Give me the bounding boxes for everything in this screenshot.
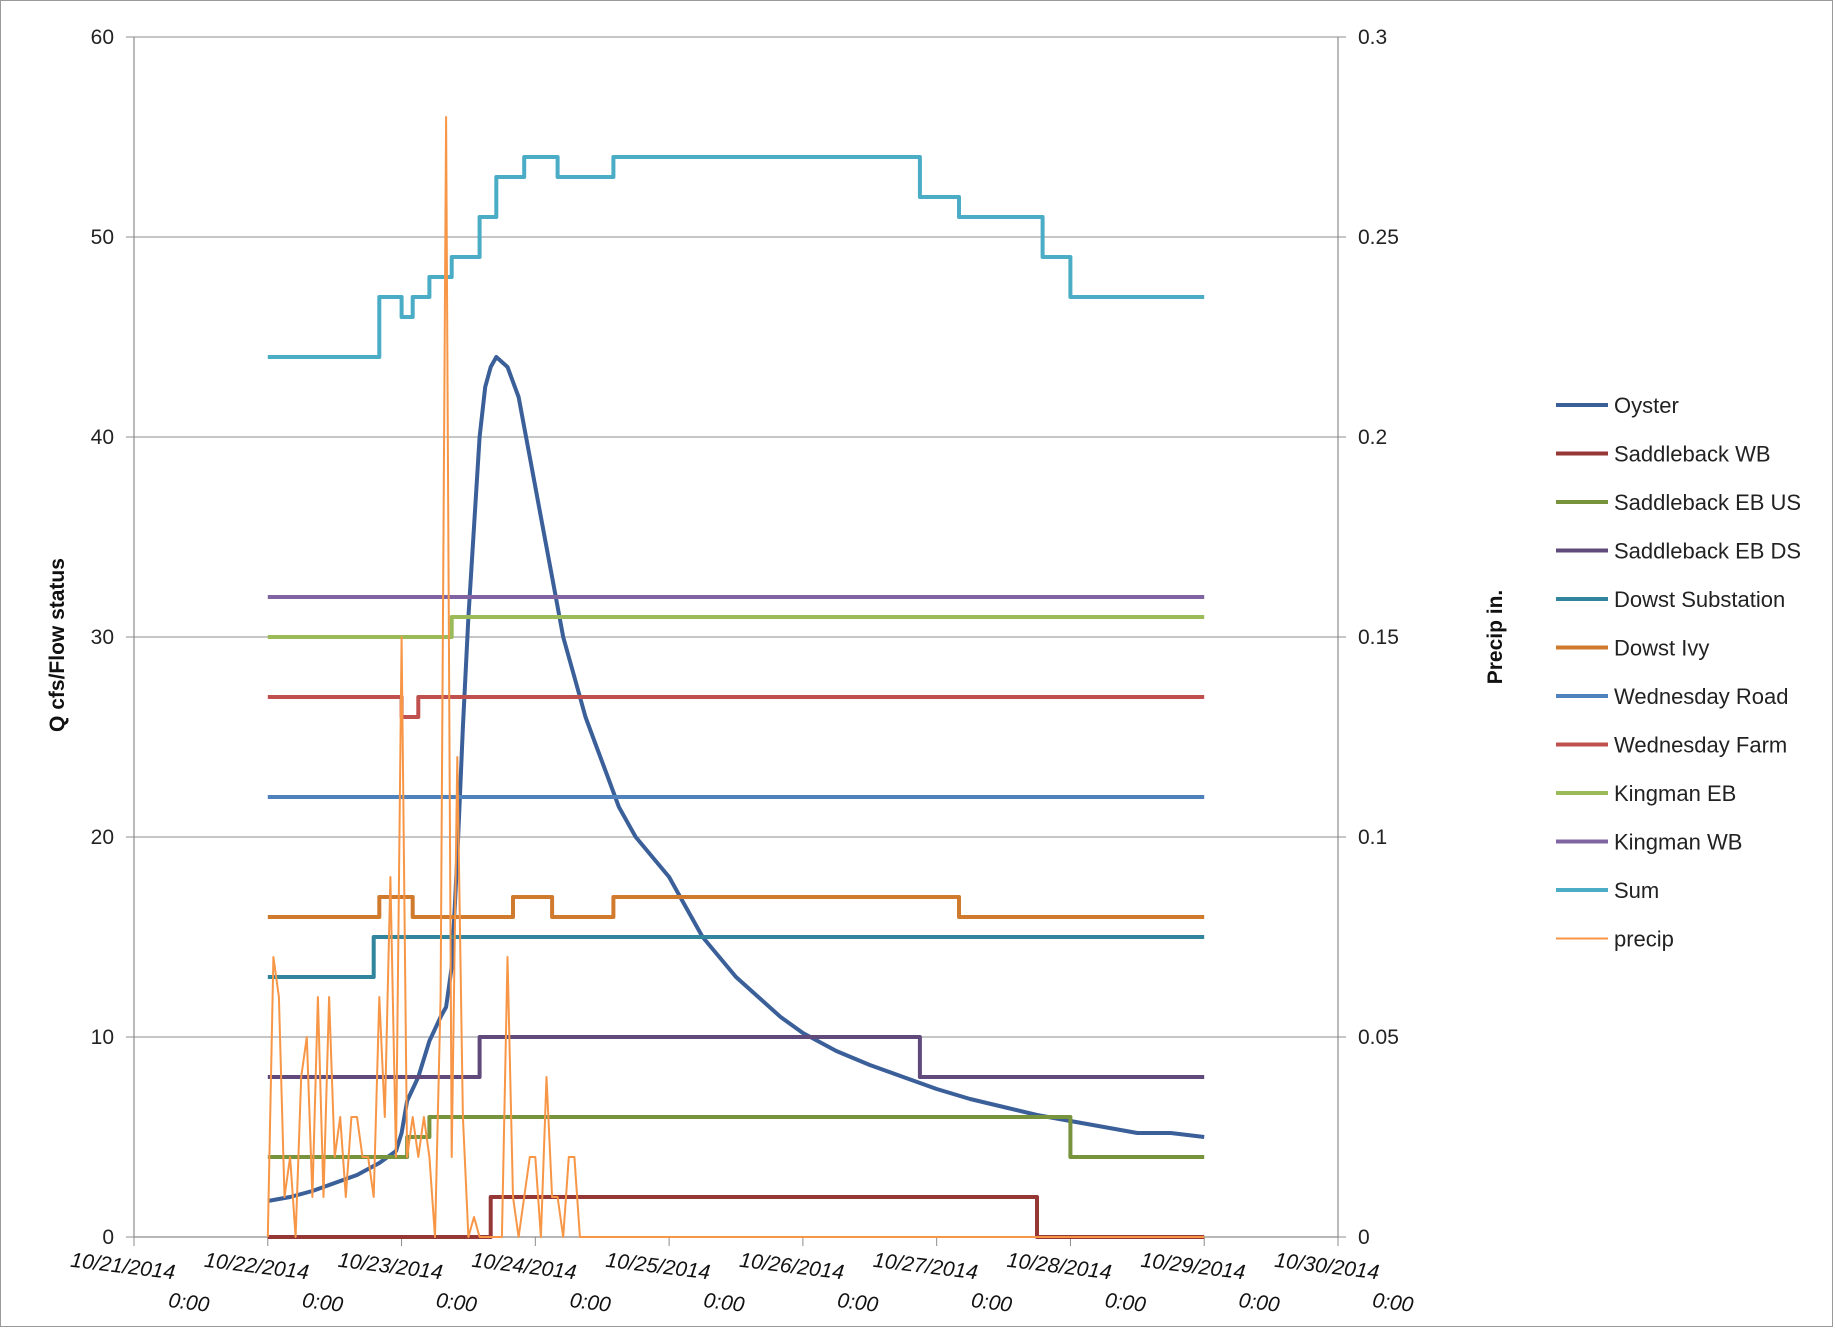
series-line-saddleback-wb	[267, 1195, 1205, 1239]
x-tick-label-time: 0:00	[435, 1289, 479, 1317]
x-tick-label-time: 0:00	[702, 1289, 746, 1317]
legend-item-saddleback-wb: Saddleback WB	[1556, 442, 1771, 467]
y-tick-label: 50	[91, 226, 114, 249]
x-tick-label: 10/26/2014 0:00	[738, 1249, 880, 1317]
legend-item-wednesday-farm: Wednesday Farm	[1556, 733, 1787, 758]
x-tick-label-time: 0:00	[836, 1289, 880, 1317]
x-tick-label-time: 0:00	[167, 1289, 211, 1317]
legend-item-precip: precip	[1556, 927, 1674, 952]
legend-label: Kingman EB	[1614, 781, 1736, 806]
x-tick-label-date: 10/23/2014	[337, 1249, 444, 1285]
x-tick-label-time: 0:00	[1371, 1289, 1415, 1317]
series-line-precip	[266, 116, 1205, 1238]
legend-item-saddleback-eb-us: Saddleback EB US	[1556, 490, 1801, 515]
y2-tick-label: 0	[1358, 1226, 1370, 1249]
y2-tick-label: 0.05	[1358, 1026, 1399, 1049]
legend: Oyster Saddleback WB Saddleback EB US Saddl…	[1556, 393, 1801, 952]
x-tick-label-time: 0:00	[1104, 1289, 1148, 1317]
y-tick-label: 60	[91, 26, 114, 49]
legend-label: Saddleback EB DS	[1614, 539, 1801, 564]
x-tick-label-date: 10/29/2014	[1139, 1249, 1246, 1285]
legend-label: precip	[1614, 927, 1674, 952]
legend-item-kingman-wb: Kingman WB	[1556, 830, 1742, 855]
y2-tick-label: 0.25	[1358, 226, 1399, 249]
y-axis-title: Q cfs/Flow status	[46, 558, 69, 732]
x-tick-label: 10/30/2014 0:00	[1273, 1249, 1415, 1317]
x-tick-label: 10/27/2014 0:00	[872, 1249, 1014, 1317]
tick-labels: 0 10 20 30 40 50 60 0 0.05 0.1 0.15 0.2 0.25 0.3 10/21…	[69, 26, 1415, 1317]
legend-item-dowst-substation: Dowst Substation	[1556, 587, 1785, 612]
legend-item-dowst-ivy: Dowst Ivy	[1556, 636, 1709, 661]
y2-tick-label: 0.2	[1358, 426, 1387, 449]
legend-label: Wednesday Farm	[1614, 733, 1787, 758]
x-tick-label-date: 10/22/2014	[203, 1249, 310, 1285]
legend-item-kingman-eb: Kingman EB	[1556, 781, 1736, 806]
series-line-kingman-eb	[267, 615, 1205, 639]
x-tick-label-time: 0:00	[1237, 1289, 1281, 1317]
x-tick-label-time: 0:00	[569, 1289, 613, 1317]
y-tick-label: 30	[91, 626, 114, 649]
legend-label: Kingman WB	[1614, 830, 1742, 855]
series-line-sum	[267, 155, 1205, 359]
y2-tick-label: 0.1	[1358, 826, 1387, 849]
x-tick-label-time: 0:00	[301, 1289, 345, 1317]
gridlines	[134, 36, 1338, 1038]
x-tick-label-date: 10/24/2014	[471, 1249, 578, 1285]
y2-tick-label: 0.3	[1358, 26, 1387, 49]
y-tick-label: 10	[91, 1026, 114, 1049]
x-tick-label-time: 0:00	[970, 1289, 1014, 1317]
x-tick-label: 10/29/2014 0:00	[1139, 1249, 1281, 1317]
y-tick-label: 40	[91, 426, 114, 449]
legend-item-oyster: Oyster	[1556, 393, 1679, 418]
x-tick-label-date: 10/30/2014	[1273, 1249, 1380, 1285]
x-tick-label: 10/28/2014 0:00	[1006, 1249, 1148, 1317]
series-lines	[266, 116, 1205, 1239]
series-line-dowst-ivy	[267, 895, 1205, 919]
x-tick-label-date: 10/27/2014	[872, 1249, 979, 1285]
x-tick-label-date: 10/26/2014	[738, 1249, 845, 1285]
x-tick-label: 10/23/2014 0:00	[337, 1249, 479, 1317]
series-line-dowst-substation	[267, 935, 1205, 979]
x-tick-label-date: 10/21/2014	[69, 1249, 176, 1285]
legend-label: Sum	[1614, 878, 1659, 903]
y-tick-label: 0	[102, 1226, 114, 1249]
x-tick-label-date: 10/25/2014	[604, 1249, 711, 1285]
series-line-wednesday-farm	[267, 695, 1205, 719]
legend-item-wednesday-road: Wednesday Road	[1556, 684, 1789, 709]
x-tick-label: 10/25/2014 0:00	[604, 1249, 746, 1317]
x-tick-label: 10/24/2014 0:00	[471, 1249, 613, 1317]
legend-label: Dowst Substation	[1614, 587, 1785, 612]
y2-tick-label: 0.15	[1358, 626, 1399, 649]
legend-item-sum: Sum	[1556, 878, 1659, 903]
legend-label: Saddleback EB US	[1614, 490, 1801, 515]
axes	[126, 36, 1346, 1246]
legend-label: Oyster	[1614, 393, 1679, 418]
legend-label: Saddleback WB	[1614, 442, 1771, 467]
x-tick-label: 10/22/2014 0:00	[203, 1249, 345, 1317]
legend-label: Dowst Ivy	[1614, 636, 1709, 661]
y2-axis-title: Precip in.	[1484, 590, 1507, 685]
series-line-oyster	[267, 355, 1205, 1203]
y-tick-label: 20	[91, 826, 114, 849]
legend-item-saddleback-eb-ds: Saddleback EB DS	[1556, 539, 1801, 564]
series-line-saddleback-eb-ds	[267, 1035, 1205, 1079]
legend-label: Wednesday Road	[1614, 684, 1789, 709]
x-tick-label-date: 10/28/2014	[1006, 1249, 1113, 1285]
x-tick-label: 10/21/2014 0:00	[69, 1249, 211, 1317]
